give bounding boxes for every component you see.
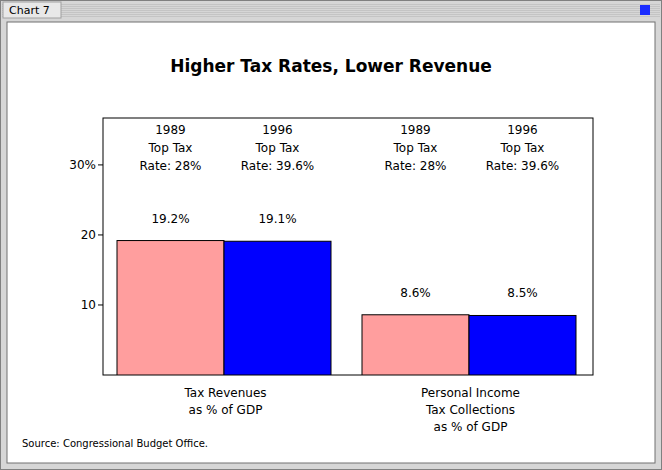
chart: Chart 7 Higher Tax Rates, Lower Revenue 10… xyxy=(0,0,662,470)
bars xyxy=(117,241,576,375)
window-label-box xyxy=(3,2,61,18)
title-bar-stripe xyxy=(2,14,660,15)
bar xyxy=(362,315,469,375)
text-line: Tax Collections xyxy=(425,403,515,417)
bar xyxy=(224,241,331,375)
data-label: 19.2% xyxy=(151,212,189,226)
text-line: Top Tax xyxy=(148,141,193,155)
title-bar-stripe xyxy=(2,12,660,13)
bar xyxy=(469,315,576,375)
y-tick xyxy=(98,234,103,235)
window xyxy=(0,0,662,470)
bar xyxy=(117,241,224,375)
y-tick-label: 20 xyxy=(81,228,96,242)
text-line: Rate: 39.6% xyxy=(241,159,315,173)
panel xyxy=(7,22,655,463)
data-label: 19.1% xyxy=(258,212,296,226)
text-line: Top Tax xyxy=(393,141,438,155)
source: Source: Congressional Budget Office. xyxy=(22,438,208,449)
title: Higher Tax Rates, Lower Revenue xyxy=(170,56,492,76)
title-bar-stripe xyxy=(2,16,660,17)
series-label: 1989 Top Tax Rate: 28% xyxy=(139,123,201,173)
text-line: Rate: 28% xyxy=(384,159,446,173)
window-icon xyxy=(640,5,650,15)
text-line: 1996 xyxy=(507,123,538,137)
text-line: Rate: 28% xyxy=(139,159,201,173)
category-label: Personal Income Tax Collections as % of GD… xyxy=(421,386,520,434)
text-line: as % of GDP xyxy=(434,420,508,434)
title-bar-stripe xyxy=(2,8,660,9)
y-tick-label: 10 xyxy=(81,298,96,312)
plot-frame xyxy=(103,118,593,375)
text-line: Top Tax xyxy=(500,141,545,155)
category-label: Tax Revenues as % of GDP xyxy=(183,386,266,417)
series-label: 1996 Top Tax Rate: 39.6% xyxy=(486,123,560,173)
title-bar-stripe xyxy=(2,10,660,11)
series-label: 1996 Top Tax Rate: 39.6% xyxy=(241,123,315,173)
title-bar-stripe xyxy=(2,4,660,5)
labels: 1989 Top Tax Rate: 28% 19.2% 1996 Top Tax Rate… xyxy=(139,123,559,434)
text-line: 1989 xyxy=(400,123,431,137)
window-title: Chart 7 xyxy=(9,4,50,17)
data-label: 8.6% xyxy=(400,286,431,300)
text-line: Rate: 39.6% xyxy=(486,159,560,173)
text-line: Tax Revenues xyxy=(183,386,266,400)
y-tick xyxy=(98,304,103,305)
series-label: 1989 Top Tax Rate: 28% xyxy=(384,123,446,173)
text-line: Personal Income xyxy=(421,386,520,400)
title-bar-stripe xyxy=(2,6,660,7)
data-label: 8.5% xyxy=(507,286,538,300)
y-tick xyxy=(98,164,103,165)
y-tick-label: 30% xyxy=(69,158,96,172)
text-line: as % of GDP xyxy=(189,403,263,417)
text-line: Top Tax xyxy=(255,141,300,155)
text-line: 1989 xyxy=(155,123,186,137)
window-border xyxy=(1,1,662,470)
text-line: 1996 xyxy=(262,123,293,137)
